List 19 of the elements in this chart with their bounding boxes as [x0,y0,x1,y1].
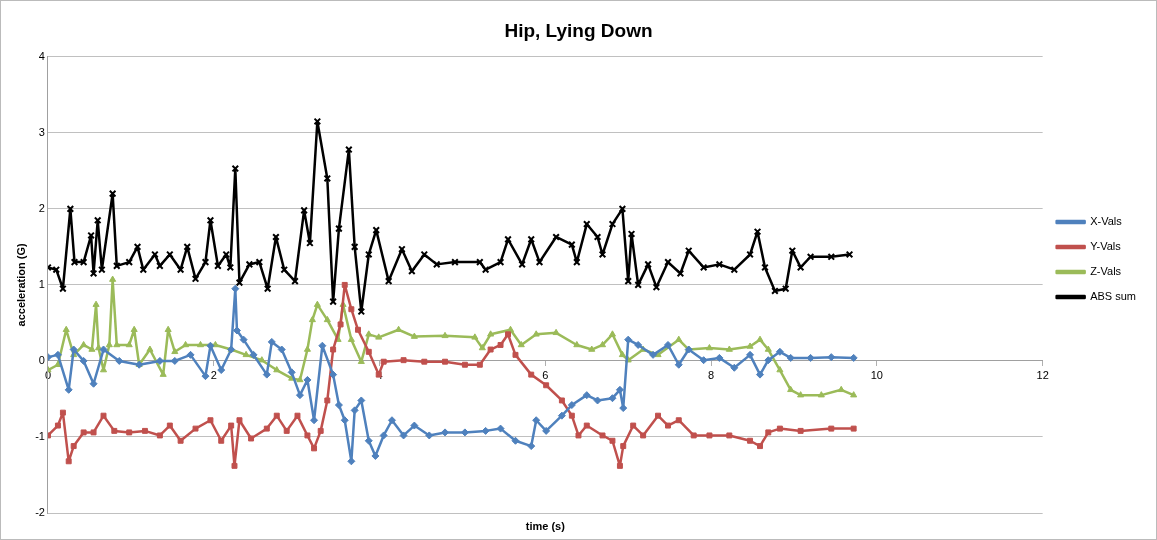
x-axis-title: time (s) [525,519,566,532]
x-tick-label: 2 [210,368,217,381]
x-tick-label: 12 [1036,368,1049,381]
y-tick-label: 4 [38,49,45,62]
legend-label: X-Vals [1090,215,1123,228]
y-tick-label: -2 [35,506,45,519]
x-tick-label: 8 [708,368,715,381]
legend-label: Y-Vals [1090,240,1122,253]
x-tick-label: 6 [542,368,549,381]
y-axis-title: acceleration (G) [14,242,27,327]
y-tick-label: 3 [38,125,45,138]
x-tick-label: 10 [870,368,883,381]
chart-title: Hip, Lying Down [504,19,653,41]
y-tick-label: 1 [38,277,45,290]
legend-label: ABS sum [1090,290,1137,303]
y-tick-label: 2 [38,201,45,214]
y-tick-label: 0 [38,353,45,366]
y-tick-label: -1 [35,430,45,442]
legend-label: Z-Vals [1090,265,1122,278]
